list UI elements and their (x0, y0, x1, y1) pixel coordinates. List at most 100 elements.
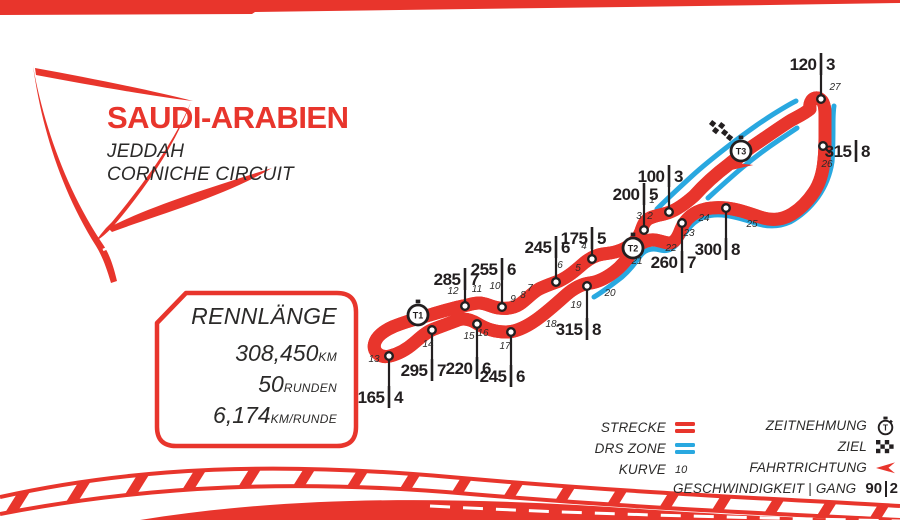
gear-value: 5 (597, 229, 606, 248)
corner-marker-dot (818, 140, 829, 151)
race-info-heading: RENNLÄNGE (191, 303, 337, 329)
timing-point-label: T3 (736, 146, 747, 156)
speed-gear-marker: 295 7 (401, 325, 447, 381)
race-info-box (154, 290, 359, 449)
legend-left-column: STRECKE DRS ZONE KURVE 10 (595, 417, 697, 480)
corner-number: 16 (477, 328, 489, 339)
legend-zeitnehmung: ZEITNEHMUNG T (673, 415, 898, 436)
speed-value: 245 (480, 367, 507, 386)
speed-value: 175 (561, 229, 588, 248)
corner-number: 8 (520, 290, 526, 301)
corner-number: 20 (603, 288, 616, 299)
flag-swoosh-graphic (33, 66, 272, 283)
speed-gear-marker: 285 7 (434, 268, 480, 312)
gear-value: 7 (687, 253, 696, 272)
checkered-flag-icon (876, 439, 894, 453)
speed-value: 120 (790, 55, 817, 74)
speed-value: 255 (471, 260, 498, 279)
corner-marker-dot (460, 301, 471, 312)
speed-value: 200 (613, 185, 640, 204)
drs-label: DRS ZONE (594, 441, 666, 456)
corner-number: 3 (636, 211, 642, 222)
speed-gear-marker: 165 4 (358, 351, 405, 408)
timing-point-icon: T2 (621, 232, 645, 260)
corner-marker-dot (639, 224, 650, 235)
speed-value: 245 (525, 238, 552, 257)
corner-marker-dot (472, 319, 483, 330)
race-distance: 308,450KM (235, 340, 337, 366)
legend-strecke: STRECKE (595, 417, 697, 438)
geschwindigkeit-label: GESCHWINDIGKEIT | GANG (672, 481, 857, 496)
corner-marker-dot (664, 206, 675, 217)
gear-value: 3 (826, 55, 835, 74)
speed-gear-example: 90 2 (865, 480, 898, 497)
speed-value: 315 (556, 320, 583, 339)
title-block: SAUDI-ARABIEN JEDDAH CORNICHE CIRCUIT (107, 100, 349, 186)
timing-point-icon: T1 (406, 299, 430, 327)
corner-marker-dot (677, 217, 688, 228)
speed-gear-marker: 255 6 (471, 258, 517, 313)
corner-marker-dot (551, 277, 562, 288)
timing-point-label: T1 (413, 310, 424, 320)
legend-ziel: ZIEL (673, 436, 898, 457)
page-title: SAUDI-ARABIEN (107, 100, 349, 135)
legend-drs: DRS ZONE (595, 438, 697, 459)
drs-icon (675, 442, 695, 455)
speed-value: 220 (446, 359, 473, 378)
corner-number: 19 (570, 300, 582, 311)
corner-number: 5 (575, 263, 581, 274)
drs-zone-main-outer (654, 98, 799, 212)
corner-number: 6 (557, 260, 563, 271)
gear-value: 6 (516, 367, 525, 386)
top-banner-graphic (0, 0, 900, 15)
speed-gear-marker: 100 3 (638, 165, 684, 217)
gear-value: 3 (674, 167, 683, 186)
race-info-panel: RENNLÄNGE 308,450KM 50RUNDEN 6,174KM/RUN… (157, 303, 337, 429)
legend-kurve: KURVE 10 (595, 459, 697, 480)
speed-value: 100 (638, 167, 665, 186)
speed-value: 165 (358, 388, 385, 407)
corner-marker-dot (721, 202, 732, 213)
timing-point-icon: T3 (729, 135, 753, 163)
gear-value: 8 (861, 142, 870, 161)
corner-number: 27 (828, 82, 841, 93)
speed-gear-marker: 300 8 (695, 202, 741, 260)
gear-value: 8 (592, 320, 601, 339)
zeitnehmung-label: ZEITNEHMUNG (765, 418, 867, 433)
direction-arrow-legend-icon (876, 461, 895, 473)
corner-number: 23 (682, 228, 695, 239)
corner-number: 4 (581, 241, 587, 252)
legend-fahrtrichtung: FAHRTRICHTUNG (673, 457, 898, 478)
corner-number: 24 (697, 213, 710, 224)
speed-gear-marker: 200 5 (613, 183, 659, 235)
speed-gear-marker: 315 8 (818, 140, 871, 162)
corner-marker-dot (506, 327, 517, 338)
corner-number: 18 (545, 319, 557, 330)
gear-value: 6 (482, 359, 491, 378)
corner-number: 21 (630, 256, 642, 267)
gear-value: 6 (561, 238, 570, 257)
corner-number: 26 (820, 159, 833, 170)
bottom-road-graphic (0, 466, 900, 520)
gear-value: 5 (649, 185, 658, 204)
stopwatch-icon: T (877, 416, 894, 435)
speed-gear-marker: 220 6 (446, 319, 492, 379)
corner-number: 15 (463, 331, 475, 342)
corner-number: 10 (489, 281, 501, 292)
speed-gear-marker: 245 6 (480, 327, 526, 387)
speed-value: 295 (401, 361, 428, 380)
corner-number: 17 (499, 341, 511, 352)
gear-value: 6 (507, 260, 516, 279)
gear-value: 7 (437, 361, 446, 380)
gear-value: 7 (470, 270, 479, 289)
fahrtrichtung-label: FAHRTRICHTUNG (749, 460, 867, 475)
ziel-label: ZIEL (837, 439, 867, 454)
speed-value: 285 (434, 270, 461, 289)
legend-geschwindigkeit: GESCHWINDIGKEIT | GANG 90 2 (673, 478, 898, 499)
speed-value: 300 (695, 240, 722, 259)
corner-marker-dot (587, 253, 598, 264)
speed-gear-marker: 315 8 (556, 281, 602, 340)
speed-gear-marker: 245 6 (525, 236, 571, 288)
kurve-label: KURVE (618, 462, 666, 477)
finish-flag-icon (708, 119, 734, 142)
